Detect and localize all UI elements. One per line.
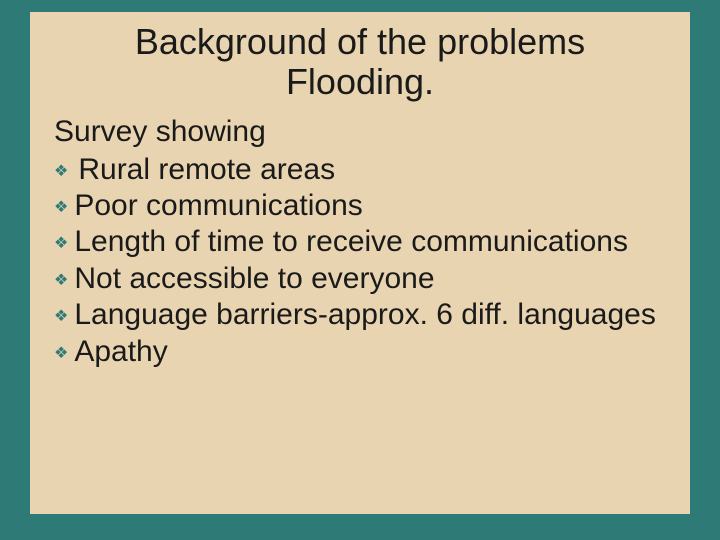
list-item: ❖ Language barriers-approx. 6 diff. langu… <box>54 297 666 332</box>
list-item-text: Poor communications <box>74 189 362 222</box>
title-line-1: Background of the problems <box>135 21 585 62</box>
diamond-bullet-icon: ❖ <box>54 235 68 252</box>
bullet-list: ❖Rural remote areas❖Poor communications❖… <box>54 152 666 369</box>
diamond-bullet-icon: ❖ <box>54 345 68 362</box>
diamond-bullet-icon: ❖ <box>54 272 68 289</box>
list-item: ❖ Poor communications <box>54 188 666 223</box>
slide-title: Background of the problems Flooding. <box>54 22 666 101</box>
list-item: ❖ Length of time to receive communication… <box>54 224 666 259</box>
list-item-text: Not accessible to everyone <box>74 262 434 295</box>
list-item-text: Apathy <box>74 335 167 368</box>
list-item-text: Length of time to receive communications <box>74 225 628 258</box>
list-item-text: Language barriers-approx. 6 diff. langua… <box>74 298 656 331</box>
slide: Background of the problems Flooding. Sur… <box>0 0 720 540</box>
content-box: Background of the problems Flooding. Sur… <box>30 12 690 514</box>
diamond-bullet-icon: ❖ <box>54 308 68 325</box>
list-item: ❖ Apathy <box>54 334 666 369</box>
diamond-bullet-icon: ❖ <box>54 163 68 180</box>
subhead: Survey showing <box>54 115 666 150</box>
title-line-2: Flooding. <box>286 61 434 102</box>
list-item: ❖ Not accessible to everyone <box>54 261 666 296</box>
list-item-text: Rural remote areas <box>78 153 335 186</box>
diamond-bullet-icon: ❖ <box>54 199 68 216</box>
list-item: ❖ Rural remote areas <box>54 152 666 187</box>
